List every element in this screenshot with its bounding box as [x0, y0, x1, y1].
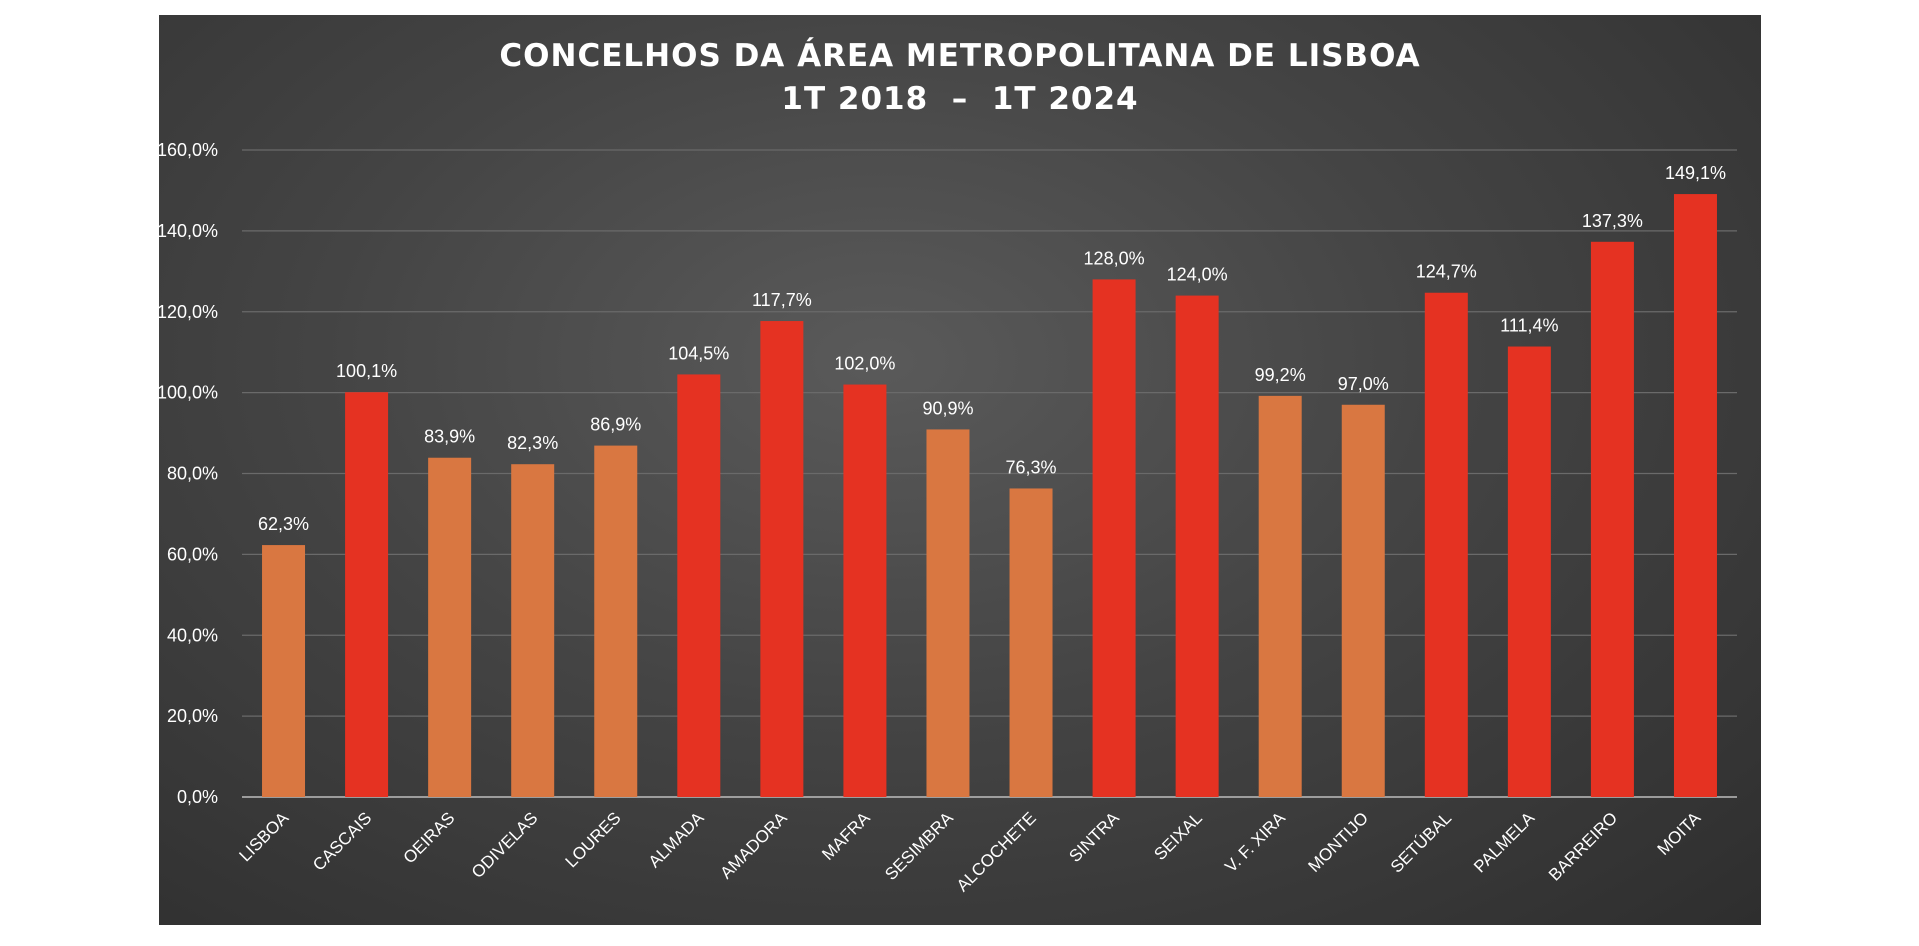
- x-tick-label: LOURES: [562, 808, 625, 871]
- bar: [1507, 346, 1551, 797]
- chart-panel: CONCELHOS DA ÁREA METROPOLITANA DE LISBO…: [159, 15, 1761, 925]
- x-tick-label: OEIRAS: [400, 808, 459, 867]
- data-label: 124,0%: [1167, 265, 1228, 285]
- x-tick-label: SEIXAL: [1150, 808, 1206, 864]
- x-tick-label: MONTIJO: [1305, 808, 1373, 876]
- x-tick-label: V. F. XIRA: [1221, 808, 1289, 876]
- x-tick-label: MOITA: [1654, 808, 1705, 859]
- bar: [594, 445, 638, 797]
- bar: [1341, 404, 1385, 797]
- y-tick-label: 140,0%: [159, 221, 218, 241]
- y-tick-label: 40,0%: [167, 625, 218, 645]
- x-tick-label: CASCAIS: [309, 808, 375, 874]
- chart-subtitle: 1T 2018 – 1T 2024: [781, 81, 1138, 117]
- y-tick-label: 20,0%: [167, 706, 218, 726]
- data-label: 97,0%: [1338, 374, 1389, 394]
- data-label: 99,2%: [1255, 365, 1306, 385]
- data-label: 76,3%: [1006, 457, 1057, 477]
- x-tick-label: BARREIRO: [1545, 808, 1621, 884]
- bar: [262, 545, 306, 797]
- x-axis-labels: LISBOA CASCAIS OEIRAS ODIVELAS LOURES ALMADA A…: [235, 808, 1704, 895]
- bar: [1590, 241, 1634, 798]
- data-label: 117,7%: [752, 290, 812, 310]
- bar: [926, 429, 970, 797]
- y-gridlines: [242, 149, 1737, 798]
- bar: [1175, 295, 1219, 797]
- x-tick-label: ALCOCHETE: [953, 808, 1040, 895]
- x-tick-label: ALMADA: [645, 808, 708, 871]
- x-tick-label: SINTRA: [1065, 808, 1123, 866]
- y-tick-label: 160,0%: [159, 140, 218, 160]
- bar: [1092, 279, 1136, 797]
- bar: [345, 392, 389, 797]
- x-tick-label: PALMELA: [1470, 808, 1538, 876]
- data-label: 102,0%: [834, 354, 895, 374]
- bar-chart: CONCELHOS DA ÁREA METROPOLITANA DE LISBO…: [159, 38, 1737, 895]
- y-tick-label: 120,0%: [159, 302, 218, 322]
- bar: [1673, 194, 1717, 797]
- y-tick-label: 0,0%: [177, 787, 218, 807]
- data-label: 100,1%: [336, 361, 397, 381]
- data-label: 111,4%: [1500, 316, 1558, 336]
- data-label: 149,1%: [1665, 163, 1726, 183]
- x-tick-label: SETÚBAL: [1387, 808, 1455, 876]
- bar: [843, 384, 887, 797]
- bar: [428, 457, 472, 797]
- x-tick-label: AMADORA: [716, 808, 791, 883]
- data-label: 62,3%: [258, 514, 309, 534]
- data-label: 124,7%: [1416, 262, 1477, 282]
- y-tick-label: 80,0%: [167, 464, 218, 484]
- y-axis-ticks: 0,0% 20,0% 40,0% 60,0% 80,0% 100,0% 120,0% 140,…: [159, 140, 218, 807]
- data-label: 128,0%: [1084, 248, 1145, 268]
- bar: [511, 464, 555, 797]
- bars: [262, 194, 1717, 798]
- data-label: 86,9%: [590, 415, 641, 435]
- bar: [760, 321, 804, 797]
- y-tick-label: 100,0%: [159, 383, 218, 403]
- chart-title: CONCELHOS DA ÁREA METROPOLITANA DE LISBO…: [499, 38, 1420, 74]
- bar: [1258, 395, 1302, 797]
- data-label: 83,9%: [424, 427, 475, 447]
- data-label: 90,9%: [922, 398, 973, 418]
- x-tick-label: SESIMBRA: [881, 808, 957, 884]
- bar: [1009, 488, 1053, 797]
- data-label: 82,3%: [507, 433, 558, 453]
- data-label: 137,3%: [1582, 211, 1643, 231]
- bar: [677, 374, 721, 797]
- value-labels: 62,3% 100,1% 83,9% 82,3% 86,9% 104,5% 117,7% 10…: [258, 163, 1726, 534]
- y-tick-label: 60,0%: [167, 544, 218, 564]
- x-tick-label: LISBOA: [235, 808, 292, 865]
- bar: [1424, 292, 1468, 797]
- x-tick-label: MAFRA: [818, 808, 874, 864]
- x-tick-label: ODIVELAS: [468, 808, 542, 882]
- data-label: 104,5%: [668, 343, 729, 363]
